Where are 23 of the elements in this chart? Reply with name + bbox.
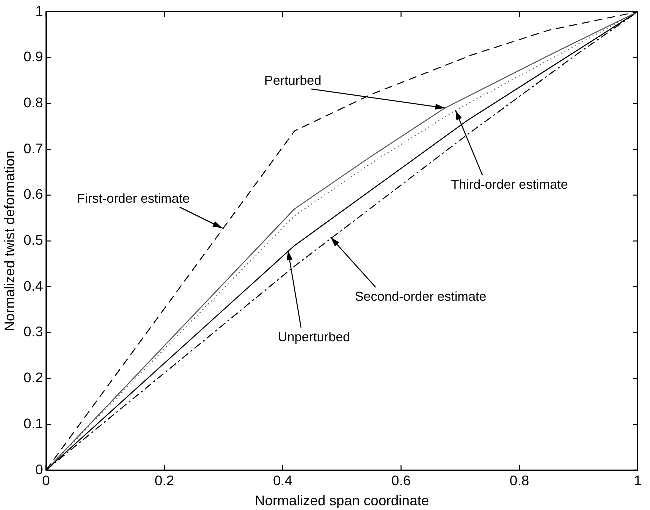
y-tick-label: 0.5 [24, 232, 44, 248]
y-tick-label: 0.3 [24, 324, 44, 340]
y-tick-label: 0.8 [24, 94, 44, 111]
y-tick-label: 0.6 [24, 186, 44, 202]
x-tick-label: 0.2 [154, 472, 175, 489]
y-tick-label: 0.1 [24, 415, 44, 432]
y-tick-label: 0.2 [24, 370, 44, 386]
y-tick-label: 0 [35, 461, 44, 478]
y-tick-label: 1 [35, 2, 44, 19]
x-axis-title: Normalized span coordinate [254, 492, 430, 508]
x-tick-label: 1 [634, 472, 642, 489]
annotation: Unperturbed [278, 329, 350, 344]
x-tick-label: 0.6 [392, 472, 412, 489]
y-tick-label: 0.7 [24, 140, 44, 156]
x-tick-label: 0.4 [273, 472, 293, 489]
x-tick-label: 0.8 [510, 472, 530, 489]
y-tick-label: 0.4 [24, 278, 44, 294]
y-tick-label: 0.9 [24, 48, 44, 65]
annotation: Perturbed [264, 72, 322, 88]
annotation: First-order estimate [77, 190, 190, 206]
annotation: Second-order estimate [355, 289, 487, 304]
annotation: Third-order estimate [451, 177, 568, 192]
y-axis-title: Normalized twist deformation [1, 150, 18, 332]
